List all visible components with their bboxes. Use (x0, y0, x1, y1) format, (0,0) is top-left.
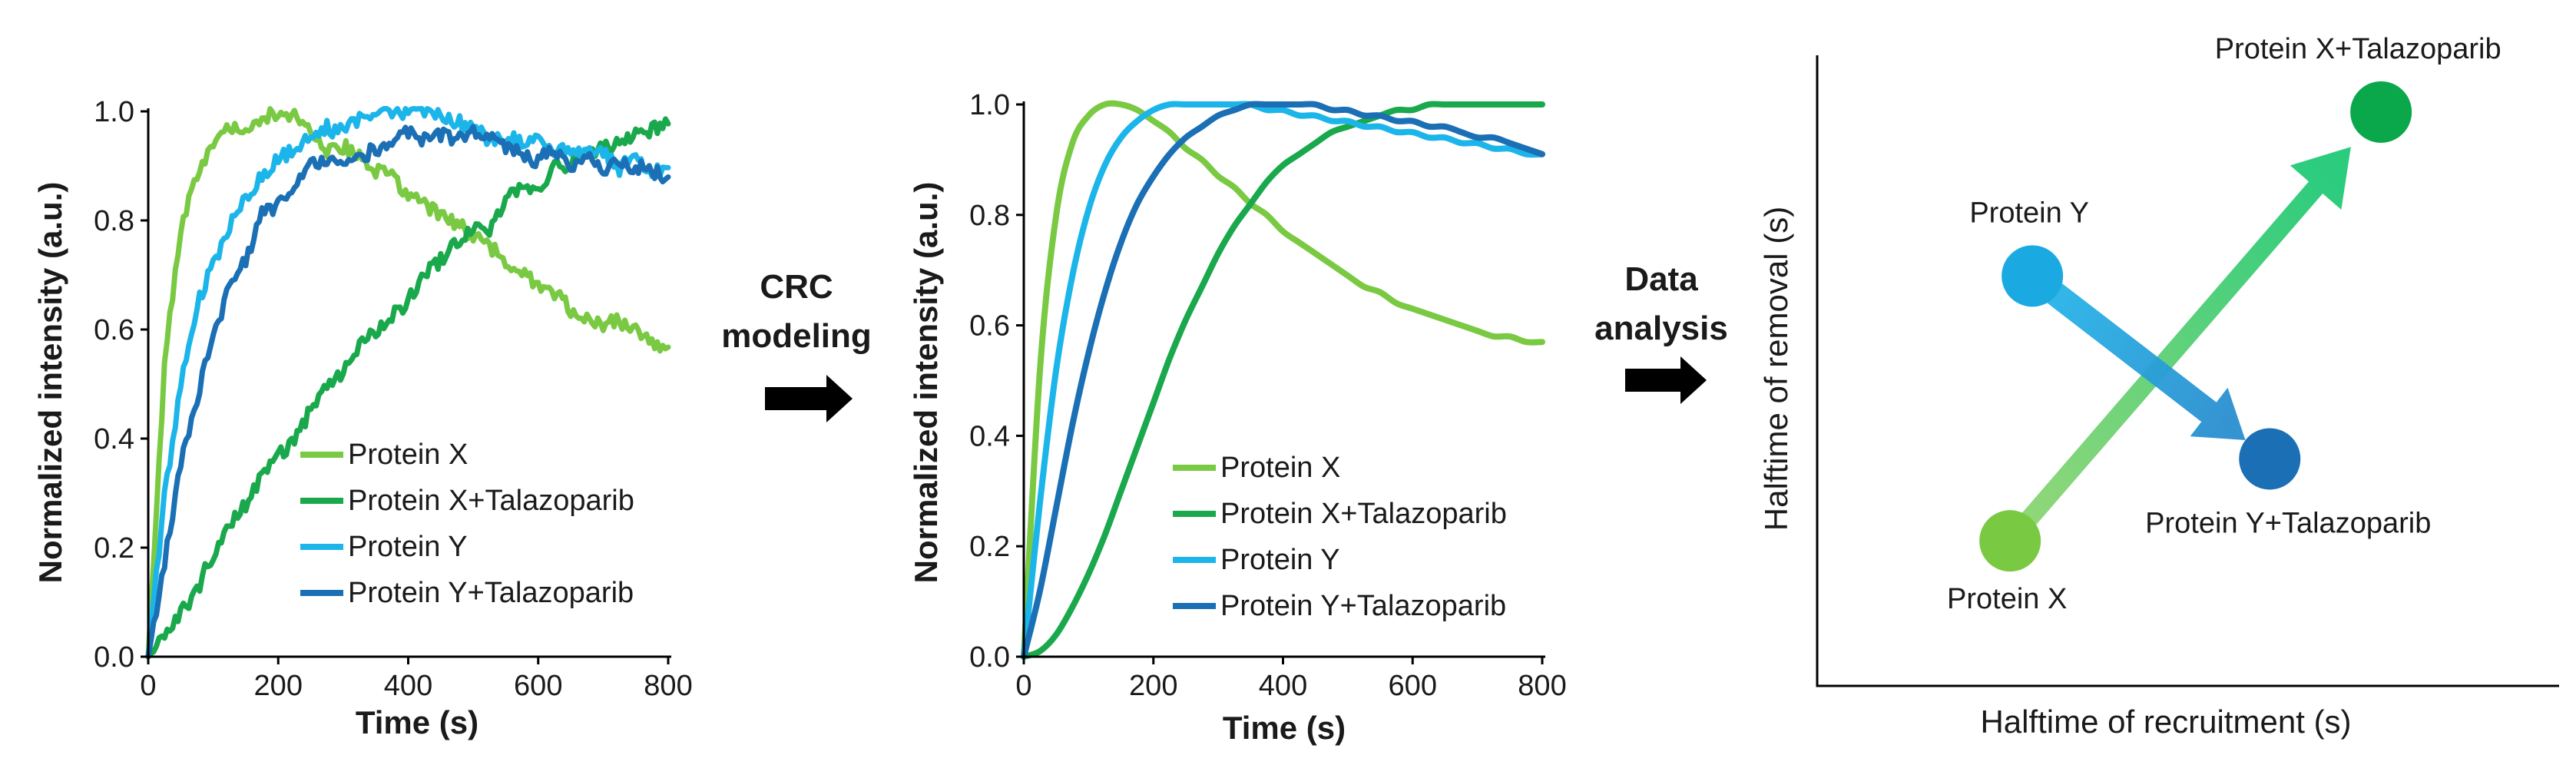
summary-y-axis-label: Halftime of removal (s) (1758, 207, 1794, 531)
raw-y-axis-label: Normalized intensity (a.u.) (32, 182, 68, 584)
point-label: Protein X (1947, 583, 2067, 615)
raw-x-tick-label: 400 (384, 670, 432, 702)
raw-series-line-0 (145, 106, 671, 660)
modeled-series-line-1 (1021, 101, 1545, 660)
modeled-y-tick-label: 1.0 (969, 89, 1010, 121)
raw-x-axis-label: Time (s) (356, 704, 478, 740)
panel-modeled-data: 0.0 0.2 0.4 0.6 0.8 1.0 0 200 400 600 800 Normaliz… (908, 89, 1567, 746)
modeled-x-tick-label: 0 (1015, 670, 1031, 702)
raw-y-tick-label: 0.2 (94, 532, 134, 565)
modeled-series-line-3 (1021, 101, 1545, 660)
right-arrow-icon (765, 375, 853, 422)
modeled-y-tick-label: 0.6 (969, 310, 1010, 343)
point-label: Protein Y (1969, 197, 2089, 229)
raw-series-line-3 (145, 124, 671, 660)
summary-x-axis-label: Halftime of recruitment (s) (1980, 704, 2351, 740)
modeled-legend: Protein X Protein X+Talazoparib Protein Y P… (1173, 452, 1507, 622)
raw-x-tick-label: 800 (644, 670, 692, 702)
modeling-label: modeling (721, 317, 872, 355)
modeled-legend-label: Protein X (1220, 452, 1340, 484)
modeled-x-tick-label: 200 (1129, 670, 1177, 702)
raw-legend-label: Protein Y+Talazoparib (348, 577, 634, 609)
summary-points: Protein X Protein X+Talazoparib Protein Y P… (1947, 33, 2502, 615)
crc-label: CRC (760, 268, 833, 306)
modeled-y-tick-label: 0.8 (969, 200, 1010, 232)
modeled-x-tick-label: 600 (1389, 670, 1437, 702)
raw-y-tick-label: 0.4 (94, 423, 134, 455)
modeled-x-tick-label: 400 (1259, 670, 1307, 702)
arrow-protein-x (2017, 147, 2351, 531)
raw-legend-label: Protein X+Talazoparib (348, 485, 634, 517)
modeled-legend-label: Protein Y (1220, 544, 1340, 576)
modeled-x-axis-label: Time (s) (1223, 710, 1346, 746)
modeled-y-tick-label: 0.4 (969, 420, 1010, 452)
modeled-y-tick-label: 0.2 (969, 531, 1010, 563)
raw-y-tick-label: 0.0 (94, 641, 134, 674)
modeled-legend-label: Protein Y+Talazoparib (1220, 590, 1506, 622)
raw-x-tick-label: 0 (140, 670, 156, 702)
raw-x-tick-label: 600 (514, 670, 562, 702)
point-protein-x (1979, 510, 2041, 572)
raw-axes: 0.0 0.2 0.4 0.6 0.8 1.0 0 200 400 600 800 (94, 96, 693, 702)
modeled-series-line-0 (1021, 100, 1545, 660)
summary-axes (1816, 55, 2559, 687)
panel-raw-data: 0.0 0.2 0.4 0.6 0.8 1.0 0 200 400 600 800 Normaliz… (32, 96, 693, 740)
summary-arrows (2017, 147, 2351, 531)
raw-legend: Protein X Protein X+Talazoparib Protein Y P… (300, 439, 634, 609)
point-label: Protein X+Talazoparib (2215, 33, 2502, 65)
right-arrow-icon (1625, 356, 1707, 404)
data-label: Data (1624, 260, 1698, 298)
modeled-axes: 0.0 0.2 0.4 0.6 0.8 1.0 0 200 400 600 800 (969, 89, 1567, 702)
modeled-series-line-2 (1021, 101, 1545, 660)
point-protein-y (2002, 245, 2064, 307)
crc-modeling-step: CRC modeling (721, 268, 872, 422)
raw-legend-label: Protein Y (348, 531, 468, 563)
point-protein-x-talazoparib (2350, 81, 2412, 143)
modeled-y-tick-label: 0.0 (969, 641, 1010, 674)
raw-x-tick-label: 200 (254, 670, 303, 702)
modeled-y-axis-label: Normalized intensity (a.u.) (908, 182, 944, 584)
panel-summary: Halftime of removal (s) Halftime of recr… (1758, 33, 2559, 740)
raw-y-tick-label: 1.0 (94, 96, 134, 128)
raw-y-tick-label: 0.8 (94, 205, 134, 237)
data-analysis-step: Data analysis (1594, 260, 1728, 404)
point-protein-y-talazoparib (2239, 428, 2301, 490)
raw-legend-label: Protein X (348, 439, 468, 471)
point-label: Protein Y+Talazoparib (2145, 507, 2431, 539)
arrow-protein-y (2041, 279, 2246, 441)
analysis-label: analysis (1594, 310, 1728, 347)
modeled-x-tick-label: 800 (1518, 670, 1566, 702)
modeled-legend-label: Protein X+Talazoparib (1220, 498, 1507, 530)
modeled-plot-series (1021, 100, 1545, 660)
raw-plot-series (145, 106, 671, 660)
raw-y-tick-label: 0.6 (94, 314, 134, 346)
